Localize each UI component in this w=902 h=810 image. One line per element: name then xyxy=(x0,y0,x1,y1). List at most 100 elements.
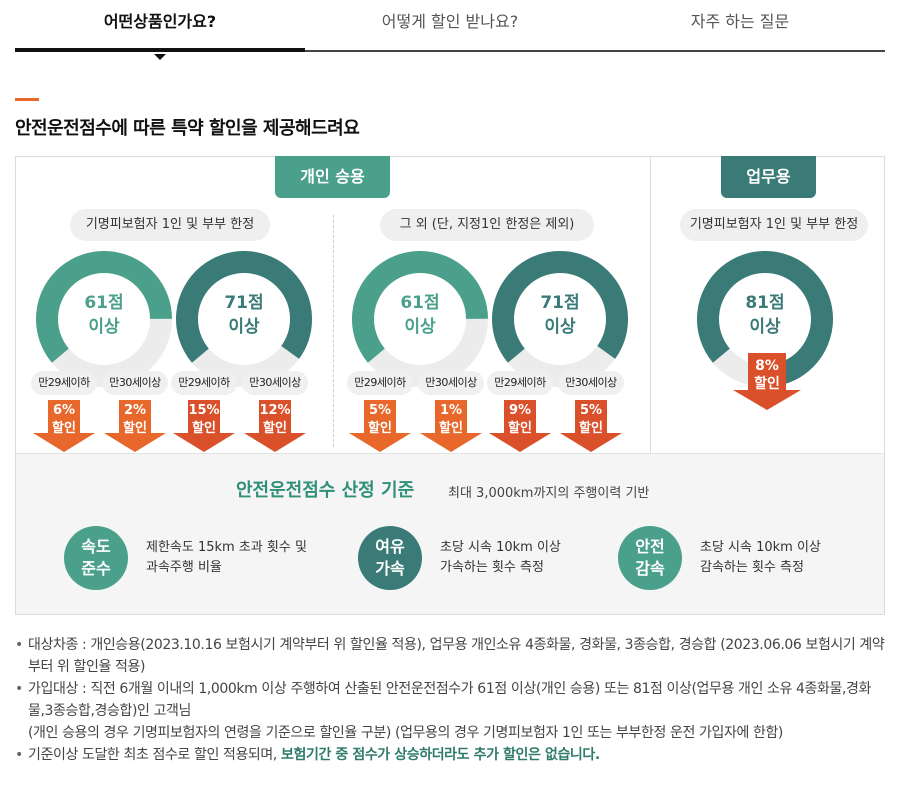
discount-arrow-g0-t0-a0-head xyxy=(33,433,95,452)
discount-arrow-g1-t1-a0-shaft xyxy=(504,400,536,434)
note-first-score-highlight: 보험기간 중 점수가 상승하더라도 추가 할인은 없습니다. xyxy=(281,747,600,763)
gauge-g0-t0-score: 61점 xyxy=(84,293,124,313)
discount-arrow-g1-t0-a1-suffix: 할인 xyxy=(439,421,463,436)
gauge-g1-t1-label: 71점 이상 xyxy=(492,291,628,339)
criteria-speed-line2: 준수 xyxy=(81,559,111,578)
discount-arrow-g1-t1-a0-percent: 9% xyxy=(508,403,532,418)
age-pill-g1-t1-a0: 만29세이하 xyxy=(487,371,553,395)
gauge-g1-t0-score: 61점 xyxy=(400,293,440,313)
discount-arrow-g0-t1-a1-percent: 12% xyxy=(259,403,291,418)
criteria-accel-desc-line1: 초당 시속 10km 이상 xyxy=(440,540,561,555)
discount-arrow-g1-t1-a1: 5% 할인 xyxy=(560,400,622,452)
gauge-business-fill xyxy=(697,251,833,387)
discount-arrow-g1-t1-a1-head xyxy=(560,433,622,452)
tab-product-info[interactable]: 어떤상품인가요? xyxy=(15,0,305,60)
criteria-decel-line1: 안전 xyxy=(635,537,665,556)
gauge-g1-t0-fill xyxy=(352,251,488,387)
tab-faq[interactable]: 자주 하는 질문 xyxy=(690,12,790,31)
discount-arrow-g1-t0-a1-shaft xyxy=(435,400,467,434)
headline-accent-bar xyxy=(15,98,39,101)
note-first-score-text: 기준이상 도달한 최초 점수로 할인 적용되며, xyxy=(28,747,281,763)
note-first-score: 기준이상 도달한 최초 점수로 할인 적용되며, 보험기간 중 점수가 상승하더… xyxy=(15,744,885,766)
age-pill-g1-t1-a1: 만30세이상 xyxy=(558,371,624,395)
discount-arrow-g1-t0-a0-head xyxy=(349,433,411,452)
discount-arrow-business-shaft xyxy=(748,353,786,391)
discount-arrow-g1-t1-a0: 9% 할인 xyxy=(489,400,551,452)
notes-list: 대상차종 : 개인승용(2023.10.16 보험시기 계약부터 위 할인율 적… xyxy=(15,634,885,766)
gauge-business-label: 81점 이상 xyxy=(697,291,833,339)
gauge-g0-t0-fill xyxy=(36,251,172,387)
discount-arrow-g0-t0-a0-percent: 6% xyxy=(52,403,76,418)
discount-arrow-g0-t0-a0-shaft xyxy=(48,400,80,434)
note-eligibility-line2: (개인 승용의 경우 기명피보험자의 연령을 기준으로 할인율 구분) (업무용… xyxy=(28,725,783,741)
criteria-speed-desc-line1: 제한속도 15km 초과 횟수 및 xyxy=(146,540,307,555)
gauge-g1-t0-suffix: 이상 xyxy=(404,317,436,337)
gauge-g1-t1-score: 71점 xyxy=(540,293,580,313)
discount-arrow-g0-t0-a1-text: 2% 할인 xyxy=(104,402,166,438)
discount-arrow-g0-t0-a0: 6% 할인 xyxy=(33,400,95,452)
discount-arrow-business: 8% 할인 xyxy=(733,353,801,410)
discount-arrow-g1-t0-a0: 5% 할인 xyxy=(349,400,411,452)
discount-table: 개인 승용 업무용 기명피보험자 1인 및 부부 한정 그 외 (단, 지정1인… xyxy=(15,156,885,615)
discount-arrow-g1-t1-a1-suffix: 할인 xyxy=(579,421,603,436)
gauge-g0-t1-score: 71점 xyxy=(224,293,264,313)
discount-arrow-g0-t1-a1-shaft xyxy=(259,400,291,434)
discount-arrow-g0-t1-a1-head xyxy=(244,433,306,452)
section-divider xyxy=(650,157,651,453)
note-eligibility: 가입대상 : 직전 6개월 이내의 1,000km 이상 주행하여 산출된 안전… xyxy=(15,678,885,744)
discount-arrow-g0-t1-a0-shaft xyxy=(188,400,220,434)
discount-arrow-g1-t0-a0-suffix: 할인 xyxy=(368,421,392,436)
discount-arrow-g0-t1-a1-suffix: 할인 xyxy=(263,421,287,436)
discount-arrow-g0-t0-a0-text: 6% 할인 xyxy=(33,402,95,438)
gauge-g0-t1-fill xyxy=(176,251,312,387)
criteria-title: 안전운전점수 산정 기준 xyxy=(236,480,415,501)
criteria-accel-line2: 가속 xyxy=(375,559,405,578)
discount-arrow-g1-t0-a1: 1% 할인 xyxy=(420,400,482,452)
discount-arrow-g0-t0-a1-head xyxy=(104,433,166,452)
discount-arrow-g1-t0-a0-shaft xyxy=(364,400,396,434)
discount-arrow-g1-t1-a1-text: 5% 할인 xyxy=(560,402,622,438)
discount-arrow-g1-t1-a0-text: 9% 할인 xyxy=(489,402,551,438)
business-car-label: 업무용 xyxy=(721,156,816,198)
criteria-decel-line2: 감속 xyxy=(635,559,665,578)
discount-arrow-g1-t1-a0-suffix: 할인 xyxy=(508,421,532,436)
discount-arrow-g1-t0-a1-text: 1% 할인 xyxy=(420,402,482,438)
criteria-decel-desc-line2: 감속하는 횟수 측정 xyxy=(700,560,804,575)
criteria-accel-desc: 초당 시속 10km 이상 가속하는 횟수 측정 xyxy=(440,538,561,578)
discount-arrow-g0-t1-a0-percent: 15% xyxy=(188,403,220,418)
discount-arrow-g0-t0-a1-shaft xyxy=(119,400,151,434)
criteria-speed-icon: 속도 준수 xyxy=(64,526,128,590)
discount-arrow-business-text: 8% 할인 xyxy=(733,357,801,393)
note-eligibility-line1: 가입대상 : 직전 6개월 이내의 1,000km 이상 주행하여 산출된 안전… xyxy=(28,681,872,719)
criteria-accel-icon: 여유 가속 xyxy=(358,526,422,590)
age-pill-g1-t0-a0: 만29세이하 xyxy=(347,371,413,395)
discount-arrow-g0-t1-a1: 12% 할인 xyxy=(244,400,306,452)
group-title-business: 기명피보험자 1인 및 부부 한정 xyxy=(680,209,868,241)
criteria-subtitle: 최대 3,000km까지의 주행이력 기반 xyxy=(448,486,650,501)
criteria-speed-desc-line2: 과속주행 비율 xyxy=(146,560,222,575)
group-title-named-insured: 기명피보험자 1인 및 부부 한정 xyxy=(70,209,270,241)
age-pill-g0-t1-a1: 만30세이상 xyxy=(242,371,308,395)
age-pill-g0-t0-a0: 만29세이하 xyxy=(31,371,97,395)
gauge-g0-t1-suffix: 이상 xyxy=(228,317,260,337)
gauge-g0-t0-suffix: 이상 xyxy=(88,317,120,337)
discount-arrow-g1-t1-a1-shaft xyxy=(575,400,607,434)
discount-arrow-g1-t1-a0-head xyxy=(489,433,551,452)
discount-arrow-g1-t1-a1-percent: 5% xyxy=(579,403,603,418)
discount-arrow-g0-t0-a1-percent: 2% xyxy=(123,403,147,418)
discount-arrow-g0-t1-a1-text: 12% 할인 xyxy=(244,402,306,438)
tab-how-to-discount[interactable]: 어떻게 할인 받나요? xyxy=(381,12,519,31)
discount-arrow-g1-t0-a0-text: 5% 할인 xyxy=(349,402,411,438)
criteria-speed-line1: 속도 xyxy=(81,537,111,556)
age-pill-g1-t0-a1: 만30세이상 xyxy=(418,371,484,395)
age-pill-g0-t0-a1: 만30세이상 xyxy=(102,371,168,395)
criteria-accel-desc-line2: 가속하는 횟수 측정 xyxy=(440,560,544,575)
gauge-g1-t1-fill xyxy=(492,251,628,387)
discount-arrow-g0-t0-a1: 2% 할인 xyxy=(104,400,166,452)
gauge-business-score: 81점 xyxy=(745,293,785,313)
criteria-speed-desc: 제한속도 15km 초과 횟수 및 과속주행 비율 xyxy=(146,538,307,578)
